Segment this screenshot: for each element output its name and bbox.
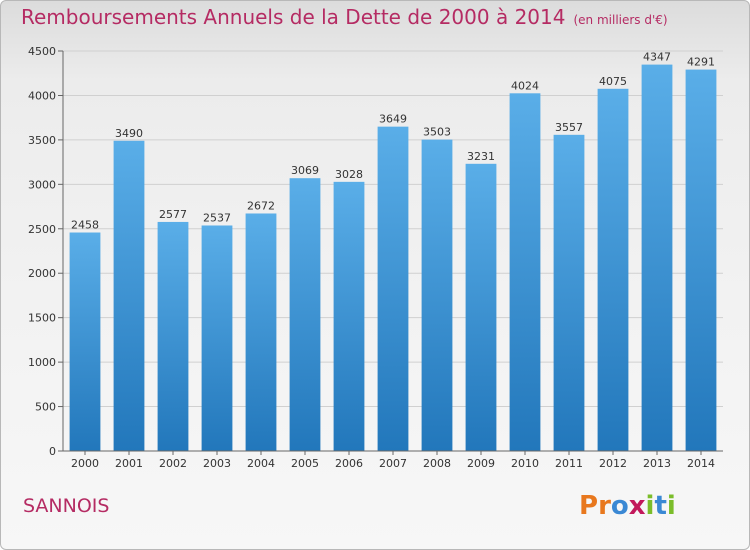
labels: 0 500 1000 1500 2000 2500 3000 3500 4000 4500 2458… xyxy=(28,45,715,470)
x-tick-label: 2005 xyxy=(291,457,319,470)
bar-value-label: 3231 xyxy=(467,150,495,163)
bar xyxy=(69,232,101,451)
x-tick-label: 2002 xyxy=(159,457,187,470)
x-tick-label: 2011 xyxy=(555,457,583,470)
bar xyxy=(421,139,453,451)
y-tick-label: 500 xyxy=(35,401,56,414)
bar xyxy=(597,88,629,452)
bar xyxy=(157,221,189,451)
logo-letter: o xyxy=(610,491,629,521)
bar xyxy=(641,64,673,451)
bar xyxy=(113,140,145,451)
logo-letter: x xyxy=(628,491,646,521)
bar-value-label: 2458 xyxy=(71,219,99,232)
bar-value-label: 2672 xyxy=(247,199,275,212)
y-tick-label: 3000 xyxy=(28,178,56,191)
bar xyxy=(201,225,233,451)
y-tick-label: 3500 xyxy=(28,134,56,147)
bar-value-label: 3649 xyxy=(379,113,407,126)
bar-value-label: 4291 xyxy=(687,56,715,69)
bars xyxy=(69,64,717,452)
bar xyxy=(465,163,497,452)
logo-letter: P xyxy=(579,491,599,521)
bar-value-label: 2577 xyxy=(159,208,187,221)
y-tick-label: 4500 xyxy=(28,45,56,58)
bar-value-label: 3503 xyxy=(423,126,451,139)
bar xyxy=(509,93,541,452)
bar-value-label: 3490 xyxy=(115,127,143,140)
y-tick-label: 1500 xyxy=(28,312,56,325)
city-name: SANNOIS xyxy=(23,495,110,517)
y-tick-label: 0 xyxy=(49,445,56,458)
logo-letter: t xyxy=(654,491,667,521)
bar xyxy=(245,213,277,451)
x-tick-label: 2001 xyxy=(115,457,143,470)
x-tick-label: 2008 xyxy=(423,457,451,470)
x-tick-label: 2013 xyxy=(643,457,671,470)
y-tick-label: 2000 xyxy=(28,267,56,280)
x-tick-label: 2014 xyxy=(687,457,715,470)
chart-title: Remboursements Annuels de la Dette de 20… xyxy=(21,5,668,29)
title-main: Remboursements Annuels de la Dette de 20… xyxy=(21,5,566,29)
y-tick-label: 4000 xyxy=(28,89,56,102)
bar-value-label: 4024 xyxy=(511,79,539,92)
bar-value-label: 3069 xyxy=(291,164,319,177)
bar xyxy=(685,69,717,452)
bar xyxy=(333,181,365,451)
bar-value-label: 4347 xyxy=(643,51,671,64)
logo-letter: i xyxy=(645,491,655,521)
proxiti-logo: Proxiti xyxy=(579,491,676,521)
bar xyxy=(377,126,409,452)
title-unit: (en milliers d'€) xyxy=(573,13,668,27)
x-tick-label: 2012 xyxy=(599,457,627,470)
x-tick-label: 2009 xyxy=(467,457,495,470)
bar-value-label: 4075 xyxy=(599,75,627,88)
bar xyxy=(553,134,585,452)
x-tick-label: 2006 xyxy=(335,457,363,470)
logo-letter: i xyxy=(666,491,676,521)
x-tick-label: 2010 xyxy=(511,457,539,470)
y-tick-label: 1000 xyxy=(28,356,56,369)
bar-value-label: 2537 xyxy=(203,211,231,224)
y-tick-label: 2500 xyxy=(28,223,56,236)
axes xyxy=(58,50,723,455)
bar-value-label: 3557 xyxy=(555,121,583,134)
x-tick-label: 2003 xyxy=(203,457,231,470)
bar-value-label: 3028 xyxy=(335,168,363,181)
x-tick-label: 2004 xyxy=(247,457,275,470)
bar xyxy=(289,178,321,451)
x-tick-label: 2000 xyxy=(71,457,99,470)
x-tick-label: 2007 xyxy=(379,457,407,470)
logo-letter: r xyxy=(598,491,611,521)
